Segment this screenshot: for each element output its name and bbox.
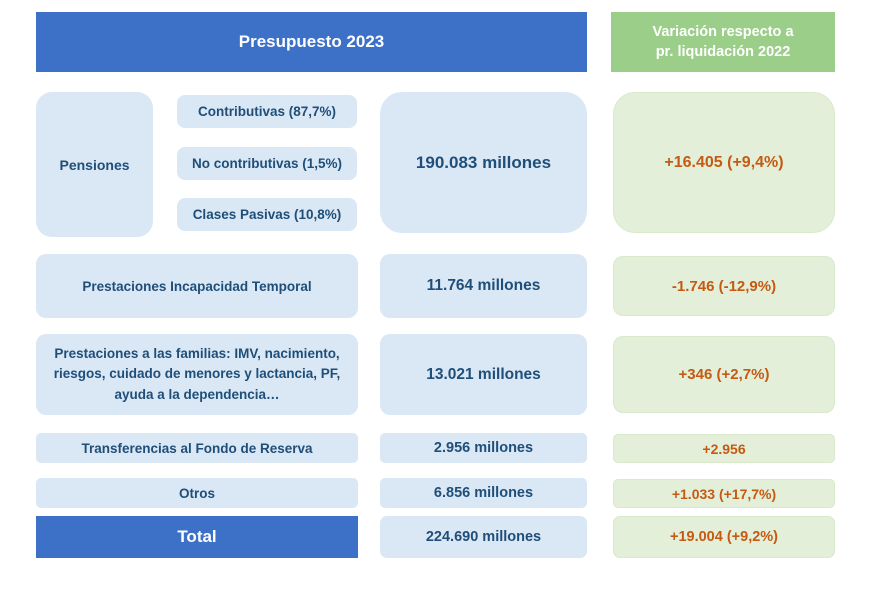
familias-variation-value: +346 (+2,7%) xyxy=(678,366,770,383)
otros-label: Otros xyxy=(178,485,215,501)
row-pensiones-amount: 190.083 millones xyxy=(380,92,587,233)
pensiones-sub-contributivas-label: Contributivas (87,7%) xyxy=(197,104,337,119)
row-familias-variation: +346 (+2,7%) xyxy=(613,336,835,413)
total-label: Total xyxy=(177,527,217,546)
pensiones-sub-no-contributivas: No contributivas (1,5%) xyxy=(177,147,357,180)
row-pensiones-label: Pensiones xyxy=(36,92,153,237)
row-total-amount: 224.690 millones xyxy=(380,516,587,558)
pensiones-sub-contributivas: Contributivas (87,7%) xyxy=(177,95,357,128)
row-fondo-reserva-label: Transferencias al Fondo de Reserva xyxy=(36,433,358,463)
row-otros-amount: 6.856 millones xyxy=(380,478,587,508)
row-incapacidad-amount: 11.764 millones xyxy=(380,254,587,318)
row-incapacidad-variation: -1.746 (-12,9%) xyxy=(613,256,835,316)
familias-amount-value: 13.021 millones xyxy=(426,365,541,383)
incapacidad-label: Prestaciones Incapacidad Temporal xyxy=(82,278,312,294)
pensiones-variation-value: +16.405 (+9,4%) xyxy=(664,153,784,171)
variation-header: Variación respecto a pr. liquidación 202… xyxy=(611,12,835,72)
total-amount-value: 224.690 millones xyxy=(425,529,542,545)
variation-title-line2: pr. liquidación 2022 xyxy=(655,44,791,60)
row-pensiones-variation: +16.405 (+9,4%) xyxy=(613,92,835,233)
incapacidad-variation-value: -1.746 (-12,9%) xyxy=(671,277,777,295)
row-incapacidad-label: Prestaciones Incapacidad Temporal xyxy=(36,254,358,318)
variation-title-line1: Variación respecto a xyxy=(652,23,794,40)
fondo-reserva-label: Transferencias al Fondo de Reserva xyxy=(81,440,313,456)
otros-amount-value: 6.856 millones xyxy=(433,485,534,501)
row-fondo-reserva-amount: 2.956 millones xyxy=(380,433,587,463)
incapacidad-amount-value: 11.764 millones xyxy=(426,277,541,294)
pensiones-label: Pensiones xyxy=(59,156,130,173)
row-total-label: Total xyxy=(36,516,358,558)
pensiones-amount-value: 190.083 millones xyxy=(415,152,552,172)
budget-header: Presupuesto 2023 xyxy=(36,12,587,72)
row-total-variation: +19.004 (+9,2%) xyxy=(613,516,835,558)
row-familias-label: Prestaciones a las familias: IMV, nacimi… xyxy=(36,334,358,415)
total-variation-value: +19.004 (+9,2%) xyxy=(669,529,779,545)
fondo-reserva-amount-value: 2.956 millones xyxy=(433,440,534,456)
familias-label: Prestaciones a las familias: IMV, nacimi… xyxy=(53,346,341,402)
pensiones-sub-no-contributivas-label: No contributivas (1,5%) xyxy=(191,156,343,171)
row-familias-amount: 13.021 millones xyxy=(380,334,587,415)
otros-variation-value: +1.033 (+17,7%) xyxy=(671,485,777,502)
pensiones-sub-clases-pasivas: Clases Pasivas (10,8%) xyxy=(177,198,357,231)
budget-title: Presupuesto 2023 xyxy=(238,32,385,51)
row-otros-label: Otros xyxy=(36,478,358,508)
pensiones-sub-clases-pasivas-label: Clases Pasivas (10,8%) xyxy=(192,207,342,222)
row-otros-variation: +1.033 (+17,7%) xyxy=(613,479,835,508)
row-fondo-reserva-variation: +2.956 xyxy=(613,434,835,463)
fondo-reserva-variation-value: +2.956 xyxy=(702,440,746,457)
